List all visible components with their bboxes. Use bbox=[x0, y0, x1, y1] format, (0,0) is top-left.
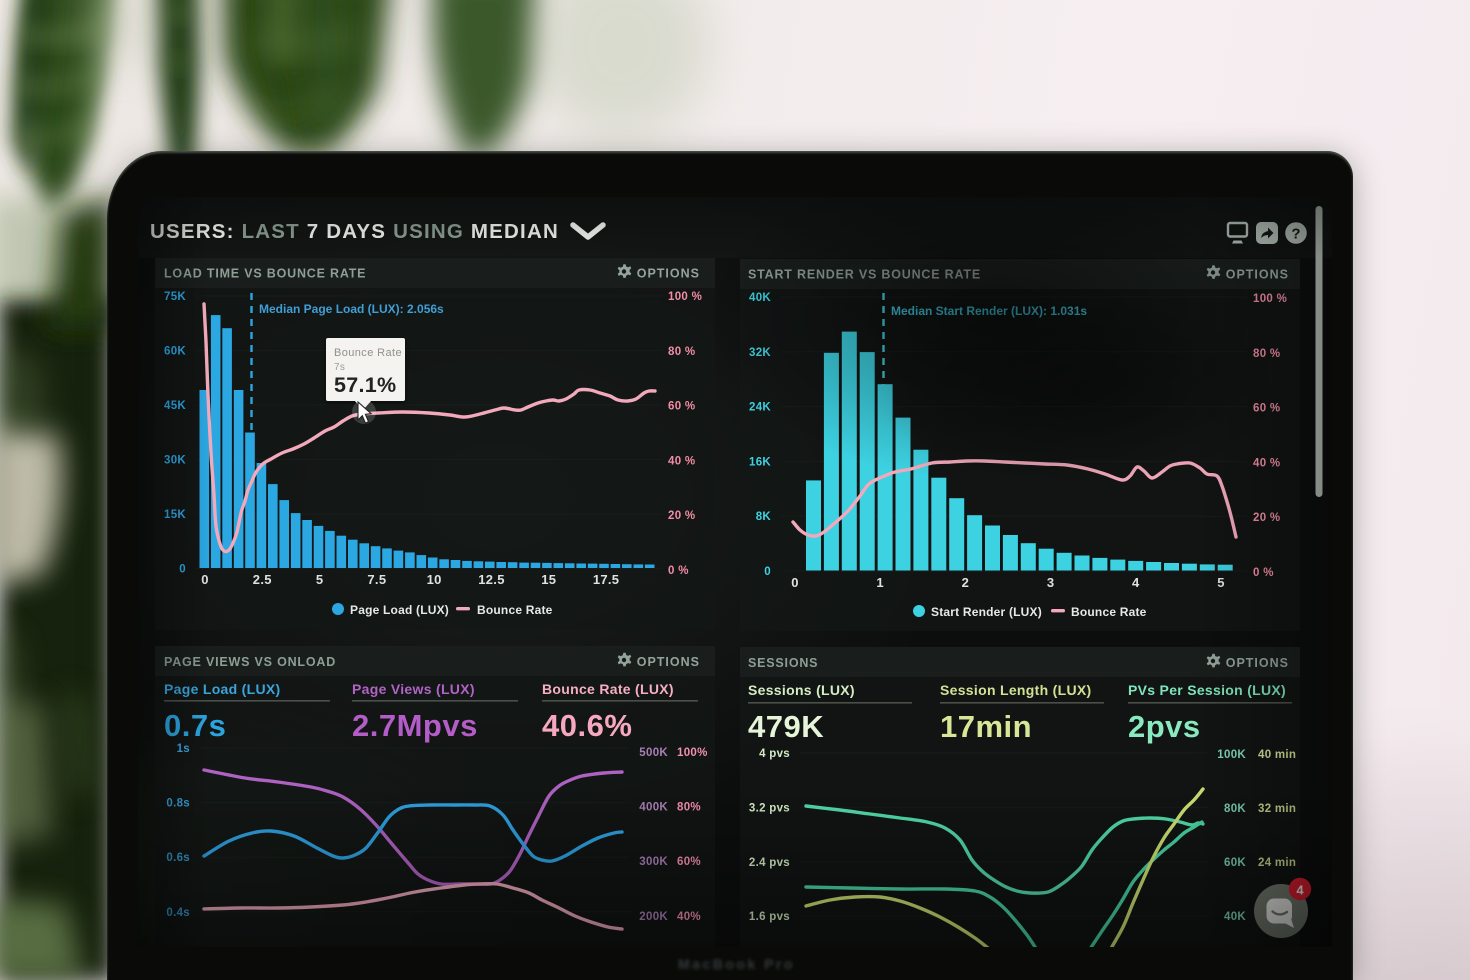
svg-text:3.2 pvs: 3.2 pvs bbox=[749, 802, 790, 814]
svg-text:SESSIONS: SESSIONS bbox=[748, 656, 818, 670]
svg-text:40 min: 40 min bbox=[1258, 749, 1296, 761]
svg-text:4 pvs: 4 pvs bbox=[759, 748, 790, 760]
svg-text:24 min: 24 min bbox=[1258, 857, 1296, 869]
svg-text:100K: 100K bbox=[1217, 749, 1246, 761]
svg-text:Start Render (LUX): Start Render (LUX) bbox=[931, 605, 1042, 619]
svg-text:100 %: 100 % bbox=[1253, 293, 1287, 305]
svg-text:4: 4 bbox=[1296, 883, 1304, 898]
svg-text:0 %: 0 % bbox=[1253, 567, 1274, 579]
svg-text:PAGE VIEWS VS ONLOAD: PAGE VIEWS VS ONLOAD bbox=[164, 655, 336, 669]
svg-text:20 %: 20 % bbox=[668, 510, 695, 522]
svg-text:OPTIONS: OPTIONS bbox=[637, 267, 700, 281]
svg-text:5: 5 bbox=[1217, 575, 1225, 590]
svg-text:?: ? bbox=[1291, 226, 1300, 243]
svg-text:24K: 24K bbox=[749, 402, 771, 414]
svg-text:80K: 80K bbox=[1224, 803, 1246, 815]
svg-text:32 min: 32 min bbox=[1258, 803, 1296, 815]
svg-text:75K: 75K bbox=[164, 291, 186, 303]
svg-text:60%: 60% bbox=[677, 856, 701, 868]
svg-text:40 %: 40 % bbox=[668, 455, 695, 467]
svg-text:Page Views (LUX): Page Views (LUX) bbox=[352, 681, 475, 697]
svg-text:0: 0 bbox=[179, 564, 186, 576]
svg-text:60K: 60K bbox=[164, 346, 186, 358]
svg-text:7s: 7s bbox=[334, 362, 345, 373]
svg-text:Bounce Rate: Bounce Rate bbox=[477, 603, 553, 617]
svg-text:16K: 16K bbox=[749, 456, 771, 468]
svg-text:Session Length (LUX): Session Length (LUX) bbox=[940, 682, 1091, 698]
svg-text:USERS: LAST 7 DAYS USING MEDIA: USERS: LAST 7 DAYS USING MEDIAN bbox=[150, 220, 559, 243]
svg-text:40K: 40K bbox=[749, 292, 771, 304]
svg-text:479K: 479K bbox=[748, 709, 824, 744]
svg-text:2: 2 bbox=[962, 575, 970, 590]
svg-text:20 %: 20 % bbox=[1253, 512, 1280, 524]
svg-text:OPTIONS: OPTIONS bbox=[1226, 268, 1289, 282]
svg-text:10: 10 bbox=[427, 572, 442, 587]
svg-text:2pvs: 2pvs bbox=[1128, 709, 1201, 744]
svg-text:Bounce Rate: Bounce Rate bbox=[334, 347, 402, 359]
svg-text:100 %: 100 % bbox=[668, 291, 702, 303]
svg-text:200K: 200K bbox=[639, 911, 668, 923]
svg-text:5: 5 bbox=[316, 572, 324, 587]
svg-text:300K: 300K bbox=[639, 856, 668, 868]
svg-text:Page Load (LUX): Page Load (LUX) bbox=[164, 681, 281, 697]
svg-text:15K: 15K bbox=[164, 509, 186, 521]
svg-text:40.6%: 40.6% bbox=[542, 708, 632, 743]
svg-text:12.5: 12.5 bbox=[478, 572, 505, 587]
svg-text:Median Page Load (LUX): 2.056s: Median Page Load (LUX): 2.056s bbox=[259, 302, 444, 316]
svg-text:Bounce Rate (LUX): Bounce Rate (LUX) bbox=[542, 681, 674, 697]
svg-text:0.4s: 0.4s bbox=[166, 907, 190, 919]
svg-text:Bounce Rate: Bounce Rate bbox=[1071, 605, 1147, 619]
svg-text:OPTIONS: OPTIONS bbox=[1226, 656, 1289, 670]
svg-text:LOAD TIME VS BOUNCE RATE: LOAD TIME VS BOUNCE RATE bbox=[164, 267, 366, 281]
svg-text:2.7Mpvs: 2.7Mpvs bbox=[352, 708, 478, 743]
svg-text:2.5: 2.5 bbox=[253, 572, 272, 587]
svg-text:80 %: 80 % bbox=[668, 346, 695, 358]
svg-text:60K: 60K bbox=[1224, 857, 1246, 869]
svg-text:0.8s: 0.8s bbox=[166, 798, 190, 810]
svg-text:1s: 1s bbox=[177, 743, 190, 755]
svg-text:0 %: 0 % bbox=[668, 565, 689, 577]
svg-text:32K: 32K bbox=[749, 347, 771, 359]
svg-text:1: 1 bbox=[876, 575, 884, 590]
svg-text:40 %: 40 % bbox=[1253, 457, 1280, 469]
svg-text:57.1%: 57.1% bbox=[334, 373, 396, 397]
svg-text:17min: 17min bbox=[940, 709, 1032, 744]
svg-text:17.5: 17.5 bbox=[593, 572, 620, 587]
svg-text:7.5: 7.5 bbox=[367, 572, 386, 587]
svg-text:START RENDER VS BOUNCE RATE: START RENDER VS BOUNCE RATE bbox=[748, 268, 981, 282]
svg-text:3: 3 bbox=[1047, 575, 1055, 590]
svg-text:2.4 pvs: 2.4 pvs bbox=[749, 857, 790, 869]
svg-text:15: 15 bbox=[541, 572, 556, 587]
svg-text:Median Start Render (LUX): 1.0: Median Start Render (LUX): 1.031s bbox=[891, 304, 1087, 318]
svg-text:1.6 pvs: 1.6 pvs bbox=[749, 911, 790, 923]
svg-text:4: 4 bbox=[1132, 575, 1140, 590]
svg-text:500K: 500K bbox=[639, 747, 668, 759]
svg-text:0.6s: 0.6s bbox=[166, 852, 190, 864]
svg-text:60 %: 60 % bbox=[1253, 403, 1280, 415]
svg-text:40%: 40% bbox=[677, 911, 701, 923]
svg-text:400K: 400K bbox=[639, 802, 668, 814]
svg-text:80%: 80% bbox=[677, 802, 701, 814]
svg-text:100%: 100% bbox=[677, 747, 708, 759]
svg-text:0: 0 bbox=[764, 566, 771, 578]
svg-text:0: 0 bbox=[791, 575, 799, 590]
svg-text:45K: 45K bbox=[164, 400, 186, 412]
svg-text:Page Load (LUX): Page Load (LUX) bbox=[350, 603, 449, 617]
svg-text:PVs Per Session (LUX): PVs Per Session (LUX) bbox=[1128, 682, 1286, 698]
svg-text:0.7s: 0.7s bbox=[164, 708, 226, 743]
svg-text:40K: 40K bbox=[1224, 911, 1246, 923]
svg-text:60 %: 60 % bbox=[668, 401, 695, 413]
svg-text:8K: 8K bbox=[756, 511, 772, 523]
svg-text:Sessions (LUX): Sessions (LUX) bbox=[748, 682, 855, 698]
svg-text:0: 0 bbox=[201, 572, 209, 587]
svg-text:30K: 30K bbox=[164, 455, 186, 467]
svg-text:80 %: 80 % bbox=[1253, 348, 1280, 360]
svg-text:OPTIONS: OPTIONS bbox=[637, 655, 700, 669]
